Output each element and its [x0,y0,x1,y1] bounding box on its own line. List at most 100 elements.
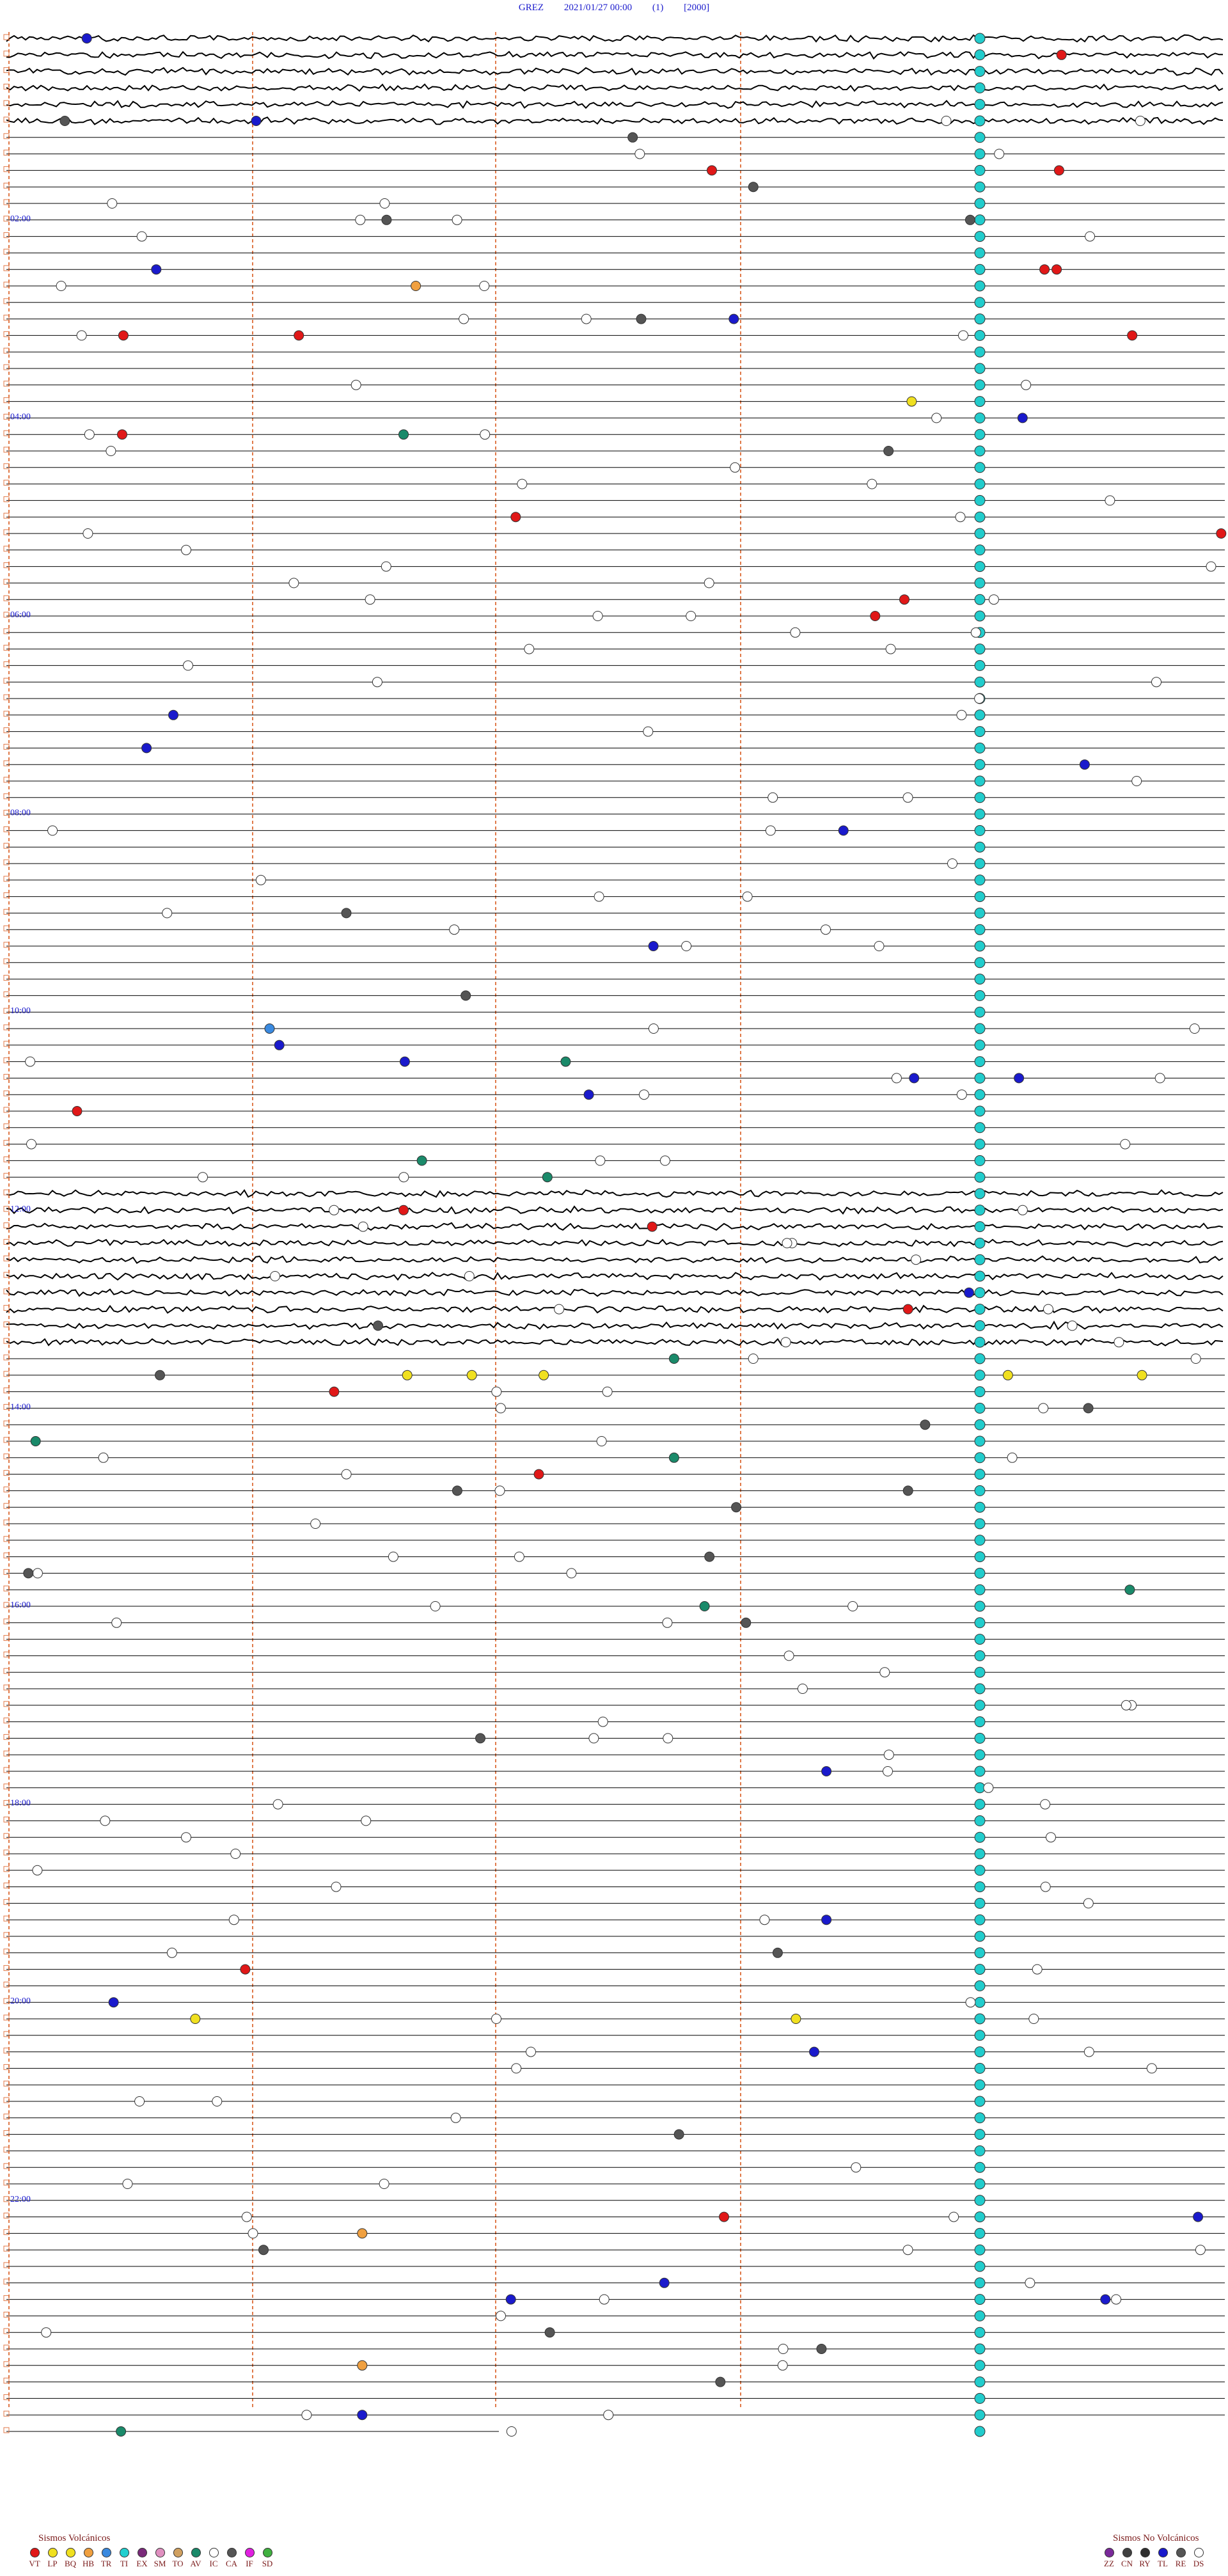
row-marker [3,248,10,255]
event-dot-ic [100,1815,111,1826]
row-marker [3,529,10,535]
row-marker [3,1437,10,1443]
row-marker [3,2394,10,2400]
ti-marker-dot [974,1567,986,1579]
event-dot-ic [1195,2245,1206,2256]
event-dot-vt [902,1304,913,1315]
event-dot-ic [821,924,831,935]
legend-label: HB [82,2559,95,2568]
row-marker [3,1107,10,1113]
event-dot-ic [98,1452,109,1463]
row-marker [3,2031,10,2037]
ti-marker-dot [974,1683,986,1695]
row-marker [3,1189,10,1196]
row-marker [3,1007,10,1014]
ti-marker-dot [974,1650,986,1661]
channel-id: (1) [652,3,664,13]
event-dot-ic [365,594,375,605]
ti-marker-dot [974,528,986,539]
event-dot-ic [1085,231,1096,242]
event-dot-ic [1190,1354,1201,1364]
event-dot-vt [1216,528,1227,539]
ti-marker-dot [974,1039,986,1051]
legend-label: TO [172,2559,184,2568]
event-dot-ic [398,1172,409,1183]
event-dot-ic [956,1089,967,1100]
legend-item-ic: IC [205,2548,223,2569]
row-marker [3,1668,10,1674]
event-dot-ic [947,858,957,869]
event-dot-ca [341,908,352,919]
event-dot-ic [524,644,535,654]
ti-marker-dot [974,709,986,721]
row-marker [3,2014,10,2021]
ti-marker-dot [974,2277,986,2289]
seismic-trace-noisy [6,1205,1224,1215]
event-dot-bq [791,2014,801,2024]
ti-marker-dot [974,1023,986,1034]
legend-label: TR [100,2559,112,2568]
event-dot-ic [594,891,604,902]
event-dot-ic [994,148,1005,159]
legend-label: VT [29,2559,40,2568]
seismic-trace-noisy [6,1320,1224,1331]
seismic-trace-noisy [6,1222,1224,1231]
event-dot-ic [331,1881,342,1892]
ti-marker-dot [974,1584,986,1595]
legend-dot [1140,2548,1150,2557]
row-marker [3,1288,10,1295]
row-marker [3,1173,10,1179]
hour-label: 04:00 [10,412,31,422]
event-dot-ic [634,148,645,159]
event-dot-ic [931,413,942,423]
row-marker [3,1965,10,1972]
ti-marker-dot [974,2376,986,2388]
event-dot-ic [704,578,714,589]
ti-marker-dot [974,858,986,869]
row-marker [3,1090,10,1096]
event-dot-ic [883,1750,894,1760]
ti-marker-dot [974,1320,986,1331]
ti-marker-dot [974,2129,986,2140]
row-marker [3,298,10,304]
event-dot-ic [1017,1205,1028,1215]
row-marker [3,677,10,684]
ti-marker-dot [974,825,986,836]
ti-marker-dot [974,759,986,770]
event-dot-ic [988,594,999,605]
event-dot-ic [765,825,776,836]
row-marker [3,1371,10,1377]
legend-label: DS [1193,2559,1204,2568]
event-dot-ic [248,2228,258,2239]
event-dot-ic [554,1304,565,1315]
ti-marker-dot [974,2062,986,2074]
row-marker [3,265,10,271]
event-dot-vt [1127,330,1138,341]
event-dot-ic [566,1568,577,1579]
seismic-trace-noisy [6,1255,1224,1264]
legend-dot [191,2548,201,2557]
event-dot-ic [381,561,391,572]
event-dot-ic [970,627,981,638]
seismic-trace-noisy [6,34,1224,43]
ti-marker-dot [974,792,986,803]
event-dot-ic [181,544,191,555]
event-dot-av [30,1436,41,1446]
row-marker [3,2344,10,2351]
ti-marker-dot [974,329,986,341]
legend-item-ry: RY [1136,2548,1154,2569]
ti-marker-dot [974,676,986,688]
event-dot-ic [355,214,366,225]
row-marker [3,446,10,453]
ti-marker-dot [974,1831,986,1843]
event-dot-ca [475,1733,485,1744]
row-marker [3,1948,10,1955]
hour-label: 16:00 [10,1600,31,1610]
ti-marker-dot [974,1897,986,1909]
row-marker [3,1734,10,1740]
event-dot-ic [847,1601,858,1611]
event-dot-av [116,2426,127,2437]
row-marker [3,777,10,783]
seismic-trace-noisy [6,1338,1224,1347]
ti-marker-dot [974,1056,986,1068]
